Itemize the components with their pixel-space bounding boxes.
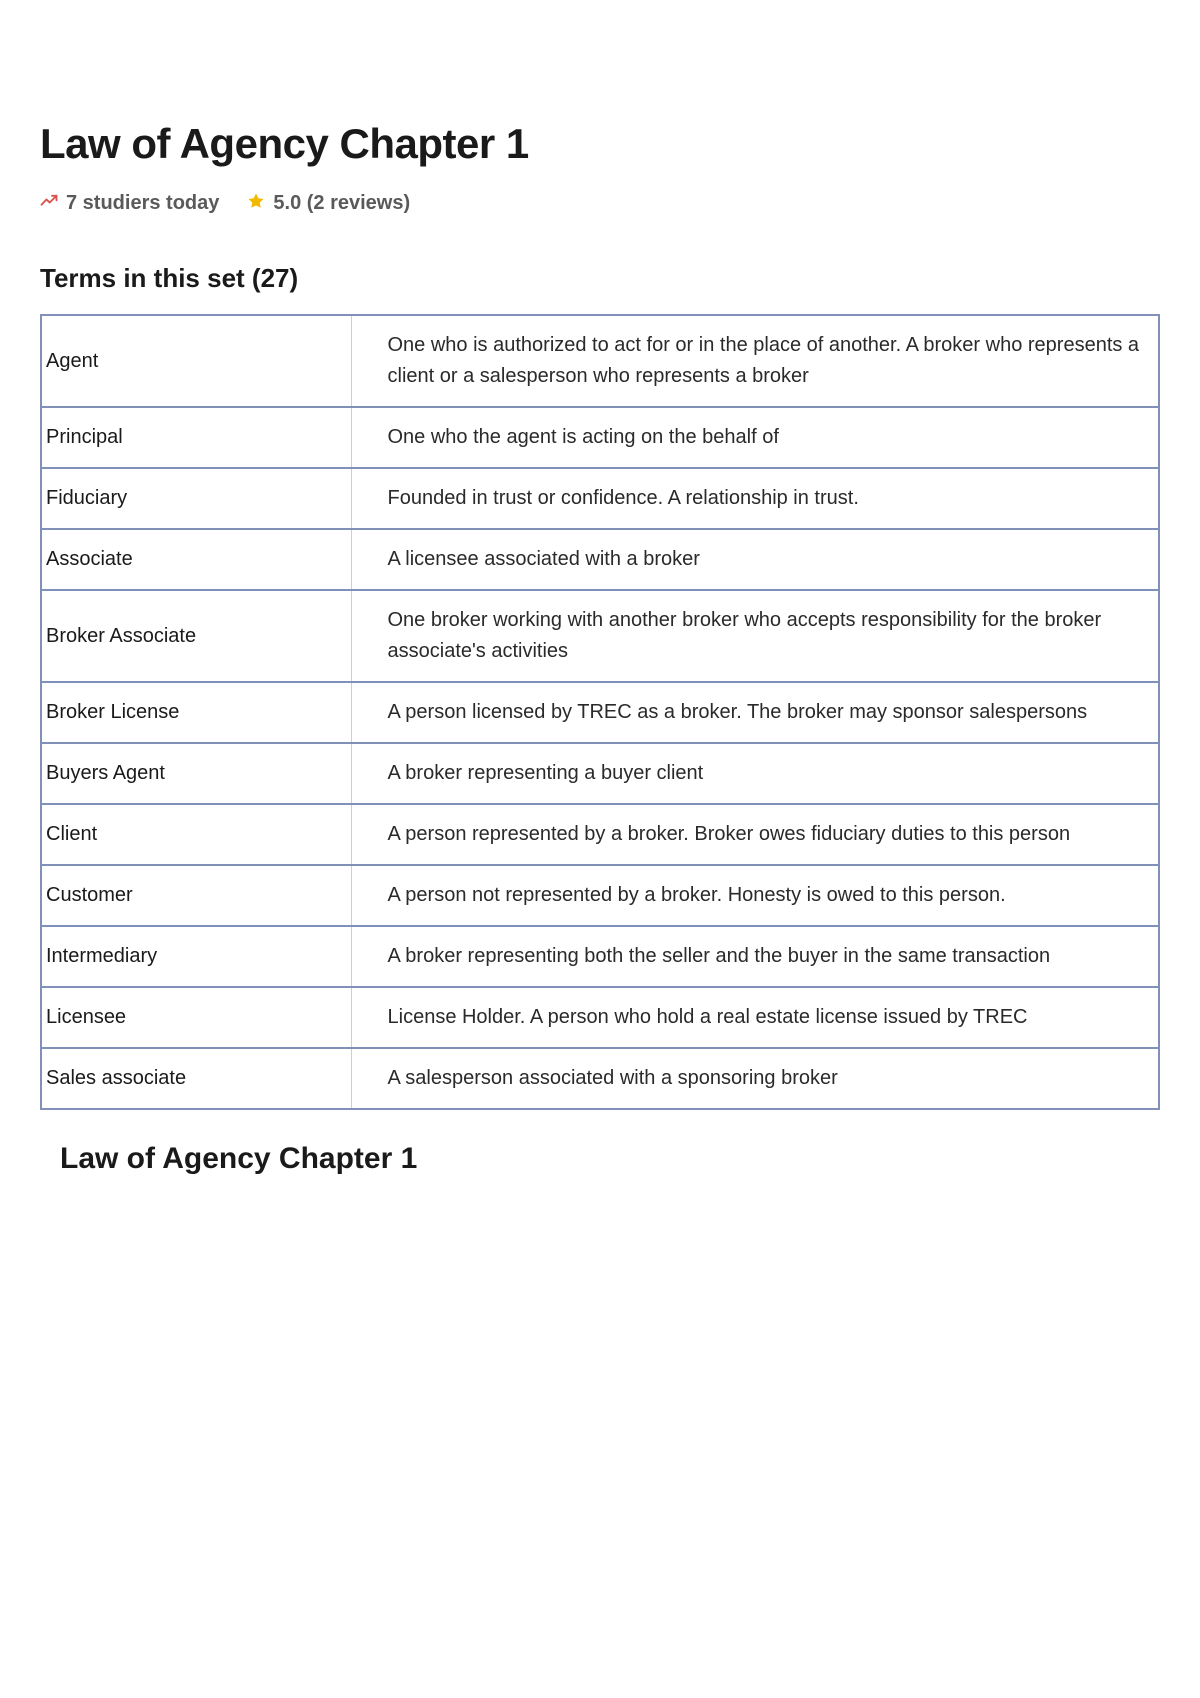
table-row[interactable]: PrincipalOne who the agent is acting on … (41, 407, 1159, 468)
definition-cell: A salesperson associated with a sponsori… (351, 1048, 1159, 1109)
table-row[interactable]: Broker AssociateOne broker working with … (41, 590, 1159, 682)
table-row[interactable]: AssociateA licensee associated with a br… (41, 529, 1159, 590)
definition-cell: One who is authorized to act for or in t… (351, 315, 1159, 407)
table-row[interactable]: FiduciaryFounded in trust or confidence.… (41, 468, 1159, 529)
page-title: Law of Agency Chapter 1 (40, 120, 1160, 168)
footer-title: Law of Agency Chapter 1 (40, 1142, 1160, 1176)
definition-cell: Founded in trust or confidence. A relati… (351, 468, 1159, 529)
term-cell: Client (41, 804, 351, 865)
definition-cell: One who the agent is acting on the behal… (351, 407, 1159, 468)
term-cell: Fiduciary (41, 468, 351, 529)
definition-cell: A person not represented by a broker. Ho… (351, 865, 1159, 926)
term-cell: Licensee (41, 987, 351, 1048)
star-icon (247, 192, 265, 215)
term-cell: Associate (41, 529, 351, 590)
rating-meta: 5.0 (2 reviews) (247, 192, 410, 215)
definition-cell: A licensee associated with a broker (351, 529, 1159, 590)
table-row[interactable]: LicenseeLicense Holder. A person who hol… (41, 987, 1159, 1048)
term-cell: Customer (41, 865, 351, 926)
definition-cell: A person licensed by TREC as a broker. T… (351, 682, 1159, 743)
definition-cell: One broker working with another broker w… (351, 590, 1159, 682)
term-cell: Sales associate (41, 1048, 351, 1109)
term-cell: Principal (41, 407, 351, 468)
table-row[interactable]: IntermediaryA broker representing both t… (41, 926, 1159, 987)
meta-row: 7 studiers today 5.0 (2 reviews) (40, 192, 1160, 215)
trend-icon (40, 192, 58, 215)
definition-cell: A broker representing both the seller an… (351, 926, 1159, 987)
table-row[interactable]: Broker LicenseA person licensed by TREC … (41, 682, 1159, 743)
studiers-text: 7 studiers today (66, 192, 219, 215)
terms-clip: AgentOne who is authorized to act for or… (40, 314, 1160, 1110)
table-row[interactable]: CustomerA person not represented by a br… (41, 865, 1159, 926)
term-cell: Broker License (41, 682, 351, 743)
rating-text: 5.0 (2 reviews) (273, 192, 410, 215)
table-row[interactable]: ClientA person represented by a broker. … (41, 804, 1159, 865)
term-cell: Agent (41, 315, 351, 407)
section-heading: Terms in this set (27) (40, 263, 1160, 294)
definition-cell: A broker representing a buyer client (351, 743, 1159, 804)
term-cell: Broker Associate (41, 590, 351, 682)
table-row[interactable]: Buyers AgentA broker representing a buye… (41, 743, 1159, 804)
term-cell: Buyers Agent (41, 743, 351, 804)
studiers-meta: 7 studiers today (40, 192, 219, 215)
table-row[interactable]: AgentOne who is authorized to act for or… (41, 315, 1159, 407)
definition-cell: A person represented by a broker. Broker… (351, 804, 1159, 865)
table-row[interactable]: Sales associateA salesperson associated … (41, 1048, 1159, 1109)
definition-cell: License Holder. A person who hold a real… (351, 987, 1159, 1048)
terms-table: AgentOne who is authorized to act for or… (40, 314, 1160, 1110)
term-cell: Intermediary (41, 926, 351, 987)
